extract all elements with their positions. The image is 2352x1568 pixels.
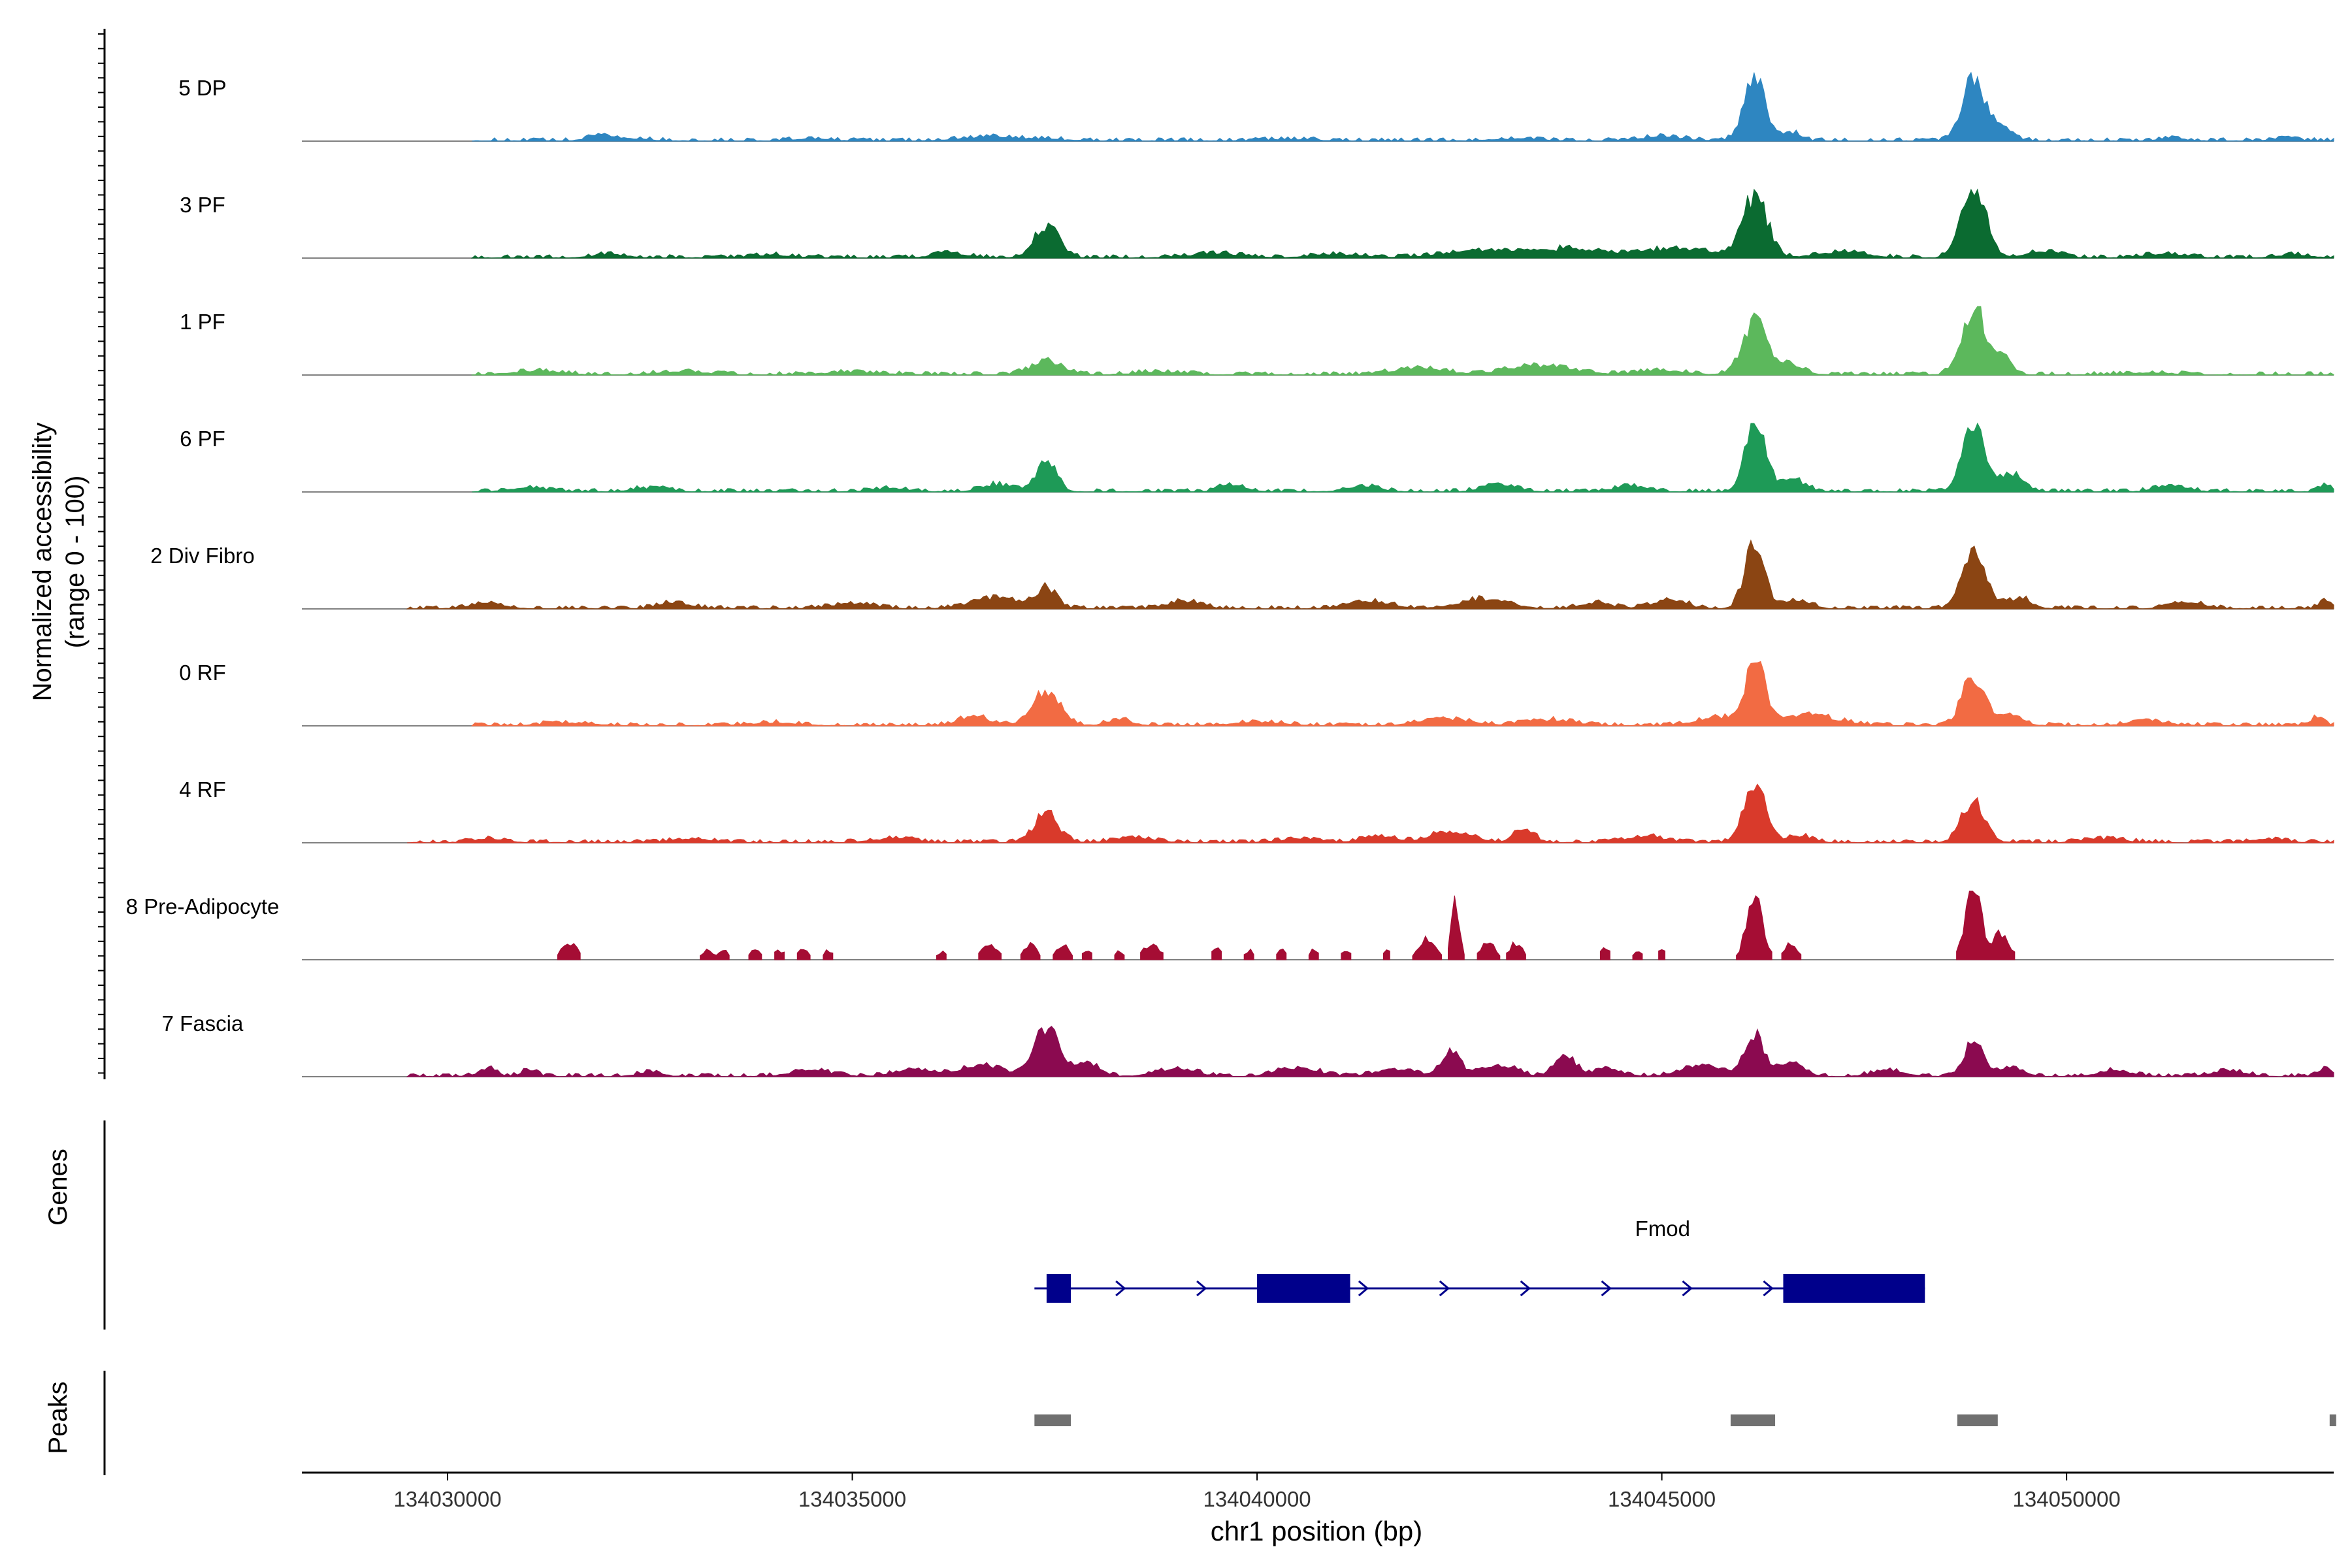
- coverage-tracks: 5 DP 3 PF 1 PF 6 PF 2 Div Fibro 0 RF 4 RF 8 Pre…: [126, 71, 2334, 1077]
- track-6-pf: 6 PF: [180, 422, 2334, 493]
- strand-arrow: [1439, 1280, 1450, 1297]
- peak-interval: [1730, 1414, 1776, 1426]
- track-label: 2 Div Fibro: [150, 544, 255, 568]
- track-label: 1 PF: [180, 310, 225, 334]
- track-label: 3 PF: [180, 193, 225, 217]
- track-label: 4 RF: [179, 777, 226, 802]
- x-axis-title: chr1 position (bp): [1211, 1516, 1423, 1546]
- x-tick-label: 134050000: [2013, 1487, 2121, 1511]
- x-axis: 134030000 134035000 134040000 134045000 1340…: [302, 1471, 2334, 1511]
- coverage-area: [470, 661, 2334, 727]
- peaks-track: [103, 1371, 2336, 1475]
- coverage-area: [471, 306, 2334, 376]
- genes-track: Fmod: [103, 1120, 1925, 1330]
- coverage-area: [406, 539, 2334, 610]
- y-axis-title-line2: (range 0 - 100): [61, 476, 90, 649]
- track-8-pre-adipocyte: 8 Pre-Adipocyte: [126, 890, 2334, 960]
- track-label: 6 PF: [180, 427, 225, 451]
- track-0-rf: 0 RF: [179, 661, 2334, 727]
- peak-interval: [1034, 1414, 1071, 1426]
- peak-interval: [2329, 1414, 2336, 1426]
- coverage-area: [472, 71, 2334, 142]
- gene-name-label: Fmod: [1635, 1217, 1690, 1241]
- gene-exon: [1046, 1274, 1071, 1303]
- track-5-dp: 5 DP: [178, 71, 2334, 142]
- track-4-rf: 4 RF: [179, 777, 2334, 843]
- coverage-area: [470, 188, 2334, 259]
- track-7-fascia: 7 Fascia: [162, 1011, 2334, 1077]
- y-axis: [98, 29, 106, 1079]
- track-label: 0 RF: [179, 661, 226, 685]
- peaks-track-label: Peaks: [44, 1381, 73, 1454]
- x-tick-label: 134040000: [1203, 1487, 1311, 1511]
- strand-arrow: [1520, 1280, 1531, 1297]
- gene-exon: [1257, 1274, 1350, 1303]
- strand-arrow: [1682, 1280, 1693, 1297]
- track-label: 5 DP: [178, 76, 226, 100]
- track-3-pf: 3 PF: [180, 188, 2334, 259]
- track-1-pf: 1 PF: [180, 306, 2334, 376]
- x-tick-label: 134045000: [1608, 1487, 1716, 1511]
- peak-interval: [1957, 1414, 1998, 1426]
- track-2-div-fibro: 2 Div Fibro: [150, 539, 2334, 610]
- strand-arrow: [1196, 1280, 1207, 1297]
- track-label: 8 Pre-Adipocyte: [126, 894, 280, 919]
- coverage-area: [406, 1026, 2334, 1077]
- coverage-area: [472, 422, 2334, 493]
- genes-track-label: Genes: [44, 1149, 73, 1226]
- y-axis-title-line1: Normalized accessibility: [28, 423, 57, 702]
- strand-arrow: [1601, 1280, 1612, 1297]
- track-label: 7 Fascia: [162, 1011, 244, 1036]
- x-tick-label: 134035000: [798, 1487, 906, 1511]
- x-tick-label: 134030000: [393, 1487, 501, 1511]
- gene-exon: [1783, 1274, 1925, 1303]
- strand-arrow: [1115, 1280, 1126, 1297]
- coverage-area: [557, 890, 2016, 960]
- strand-arrow: [1763, 1280, 1774, 1297]
- strand-arrow: [1358, 1280, 1369, 1297]
- coverage-area: [407, 783, 2334, 843]
